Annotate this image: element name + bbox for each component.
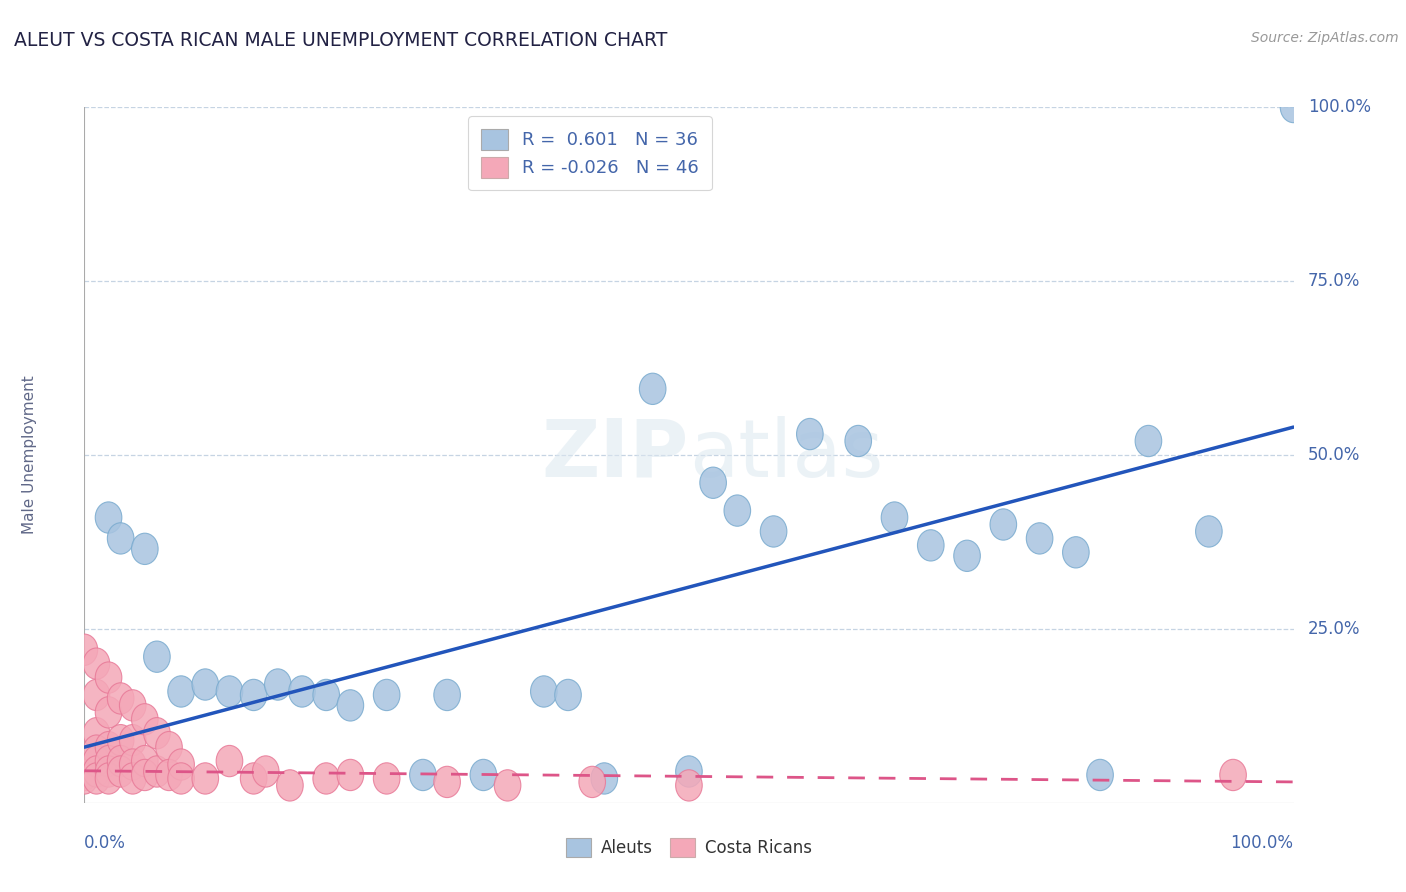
Ellipse shape <box>156 731 183 763</box>
Ellipse shape <box>217 676 243 707</box>
Ellipse shape <box>156 759 183 790</box>
Ellipse shape <box>96 763 122 794</box>
Text: 50.0%: 50.0% <box>1308 446 1361 464</box>
Ellipse shape <box>530 676 557 707</box>
Ellipse shape <box>1195 516 1222 547</box>
Ellipse shape <box>107 523 134 554</box>
Ellipse shape <box>409 759 436 790</box>
Ellipse shape <box>72 763 97 794</box>
Ellipse shape <box>337 759 364 790</box>
Ellipse shape <box>1135 425 1161 457</box>
Ellipse shape <box>107 746 134 777</box>
Ellipse shape <box>96 731 122 763</box>
Ellipse shape <box>96 756 122 787</box>
Ellipse shape <box>374 763 399 794</box>
Ellipse shape <box>314 763 339 794</box>
Legend: Aleuts, Costa Ricans: Aleuts, Costa Ricans <box>560 831 818 864</box>
Ellipse shape <box>288 676 315 707</box>
Ellipse shape <box>83 756 110 787</box>
Ellipse shape <box>240 763 267 794</box>
Ellipse shape <box>277 770 304 801</box>
Ellipse shape <box>107 724 134 756</box>
Ellipse shape <box>845 425 872 457</box>
Ellipse shape <box>374 680 399 711</box>
Ellipse shape <box>120 749 146 780</box>
Ellipse shape <box>990 508 1017 541</box>
Ellipse shape <box>434 766 460 797</box>
Ellipse shape <box>676 756 702 787</box>
Ellipse shape <box>591 763 617 794</box>
Text: ZIP: ZIP <box>541 416 689 494</box>
Text: 100.0%: 100.0% <box>1308 98 1371 116</box>
Text: 25.0%: 25.0% <box>1308 620 1361 638</box>
Ellipse shape <box>264 669 291 700</box>
Ellipse shape <box>434 680 460 711</box>
Ellipse shape <box>797 418 823 450</box>
Ellipse shape <box>143 756 170 787</box>
Ellipse shape <box>96 502 122 533</box>
Ellipse shape <box>83 735 110 766</box>
Ellipse shape <box>107 682 134 714</box>
Ellipse shape <box>676 770 702 801</box>
Ellipse shape <box>72 759 97 790</box>
Ellipse shape <box>83 746 110 777</box>
Ellipse shape <box>83 680 110 711</box>
Ellipse shape <box>1026 523 1053 554</box>
Ellipse shape <box>314 680 339 711</box>
Ellipse shape <box>72 634 97 665</box>
Ellipse shape <box>240 680 267 711</box>
Ellipse shape <box>337 690 364 721</box>
Ellipse shape <box>120 763 146 794</box>
Ellipse shape <box>953 541 980 572</box>
Ellipse shape <box>882 502 908 533</box>
Ellipse shape <box>120 690 146 721</box>
Ellipse shape <box>217 746 243 777</box>
Ellipse shape <box>193 763 218 794</box>
Ellipse shape <box>96 662 122 693</box>
Ellipse shape <box>132 704 157 735</box>
Ellipse shape <box>1281 91 1306 123</box>
Ellipse shape <box>1220 759 1246 790</box>
Ellipse shape <box>918 530 943 561</box>
Ellipse shape <box>1063 537 1090 568</box>
Ellipse shape <box>96 697 122 728</box>
Ellipse shape <box>193 669 218 700</box>
Ellipse shape <box>167 749 194 780</box>
Ellipse shape <box>167 763 194 794</box>
Text: 100.0%: 100.0% <box>1230 834 1294 852</box>
Text: 0.0%: 0.0% <box>84 834 127 852</box>
Text: Male Unemployment: Male Unemployment <box>22 376 38 534</box>
Ellipse shape <box>555 680 581 711</box>
Ellipse shape <box>167 676 194 707</box>
Ellipse shape <box>761 516 787 547</box>
Ellipse shape <box>83 648 110 680</box>
Text: ALEUT VS COSTA RICAN MALE UNEMPLOYMENT CORRELATION CHART: ALEUT VS COSTA RICAN MALE UNEMPLOYMENT C… <box>14 31 668 50</box>
Ellipse shape <box>132 759 157 790</box>
Ellipse shape <box>132 746 157 777</box>
Ellipse shape <box>700 467 727 499</box>
Ellipse shape <box>579 766 606 797</box>
Ellipse shape <box>495 770 520 801</box>
Ellipse shape <box>724 495 751 526</box>
Ellipse shape <box>143 717 170 749</box>
Ellipse shape <box>470 759 496 790</box>
Ellipse shape <box>640 373 666 404</box>
Ellipse shape <box>143 641 170 673</box>
Ellipse shape <box>1087 759 1114 790</box>
Text: Source: ZipAtlas.com: Source: ZipAtlas.com <box>1251 31 1399 45</box>
Text: 75.0%: 75.0% <box>1308 272 1361 290</box>
Ellipse shape <box>83 717 110 749</box>
Ellipse shape <box>253 756 278 787</box>
Ellipse shape <box>96 746 122 777</box>
Text: atlas: atlas <box>689 416 883 494</box>
Ellipse shape <box>83 763 110 794</box>
Ellipse shape <box>132 533 157 565</box>
Ellipse shape <box>120 724 146 756</box>
Ellipse shape <box>107 756 134 787</box>
